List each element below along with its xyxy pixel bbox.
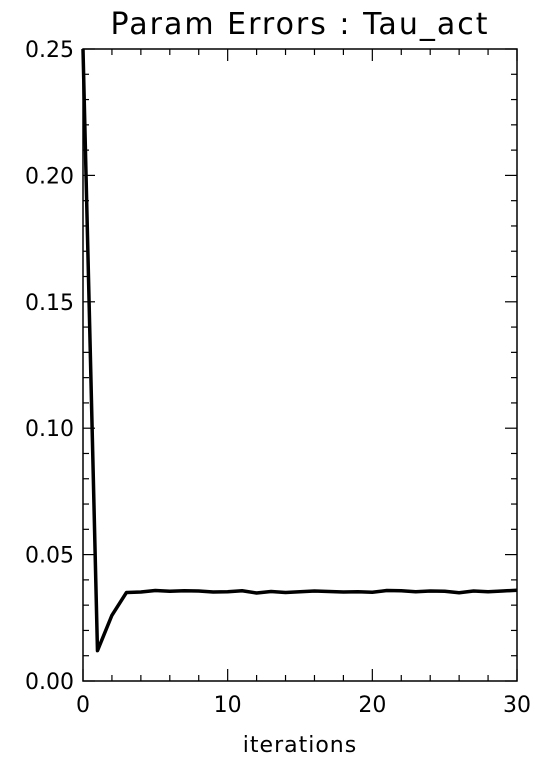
minor-ticks — [83, 49, 517, 681]
plot-frame — [82, 48, 518, 682]
y-tick-label: 0.20 — [25, 164, 74, 189]
y-tick-label: 0.05 — [25, 544, 74, 569]
y-tick-label: 0.10 — [25, 417, 74, 442]
x-tick-label: 30 — [503, 693, 531, 718]
x-axis-label: iterations — [243, 733, 357, 758]
x-tick-label: 20 — [358, 693, 386, 718]
x-tick-label: 10 — [214, 693, 242, 718]
major-ticks — [82, 48, 518, 682]
y-tick-labels: 0.00 0.05 0.10 0.15 0.20 0.25 — [25, 38, 74, 695]
x-tick-labels: 0 10 20 30 — [76, 693, 531, 718]
y-tick-label: 0.25 — [25, 38, 74, 63]
y-tick-label: 0.00 — [25, 670, 74, 695]
series-line — [81, 48, 518, 653]
y-tick-label: 0.15 — [25, 291, 74, 316]
chart-title: Param Errors : Tau_act — [111, 7, 490, 42]
data-points — [82, 48, 518, 651]
x-tick-label: 0 — [76, 693, 90, 718]
